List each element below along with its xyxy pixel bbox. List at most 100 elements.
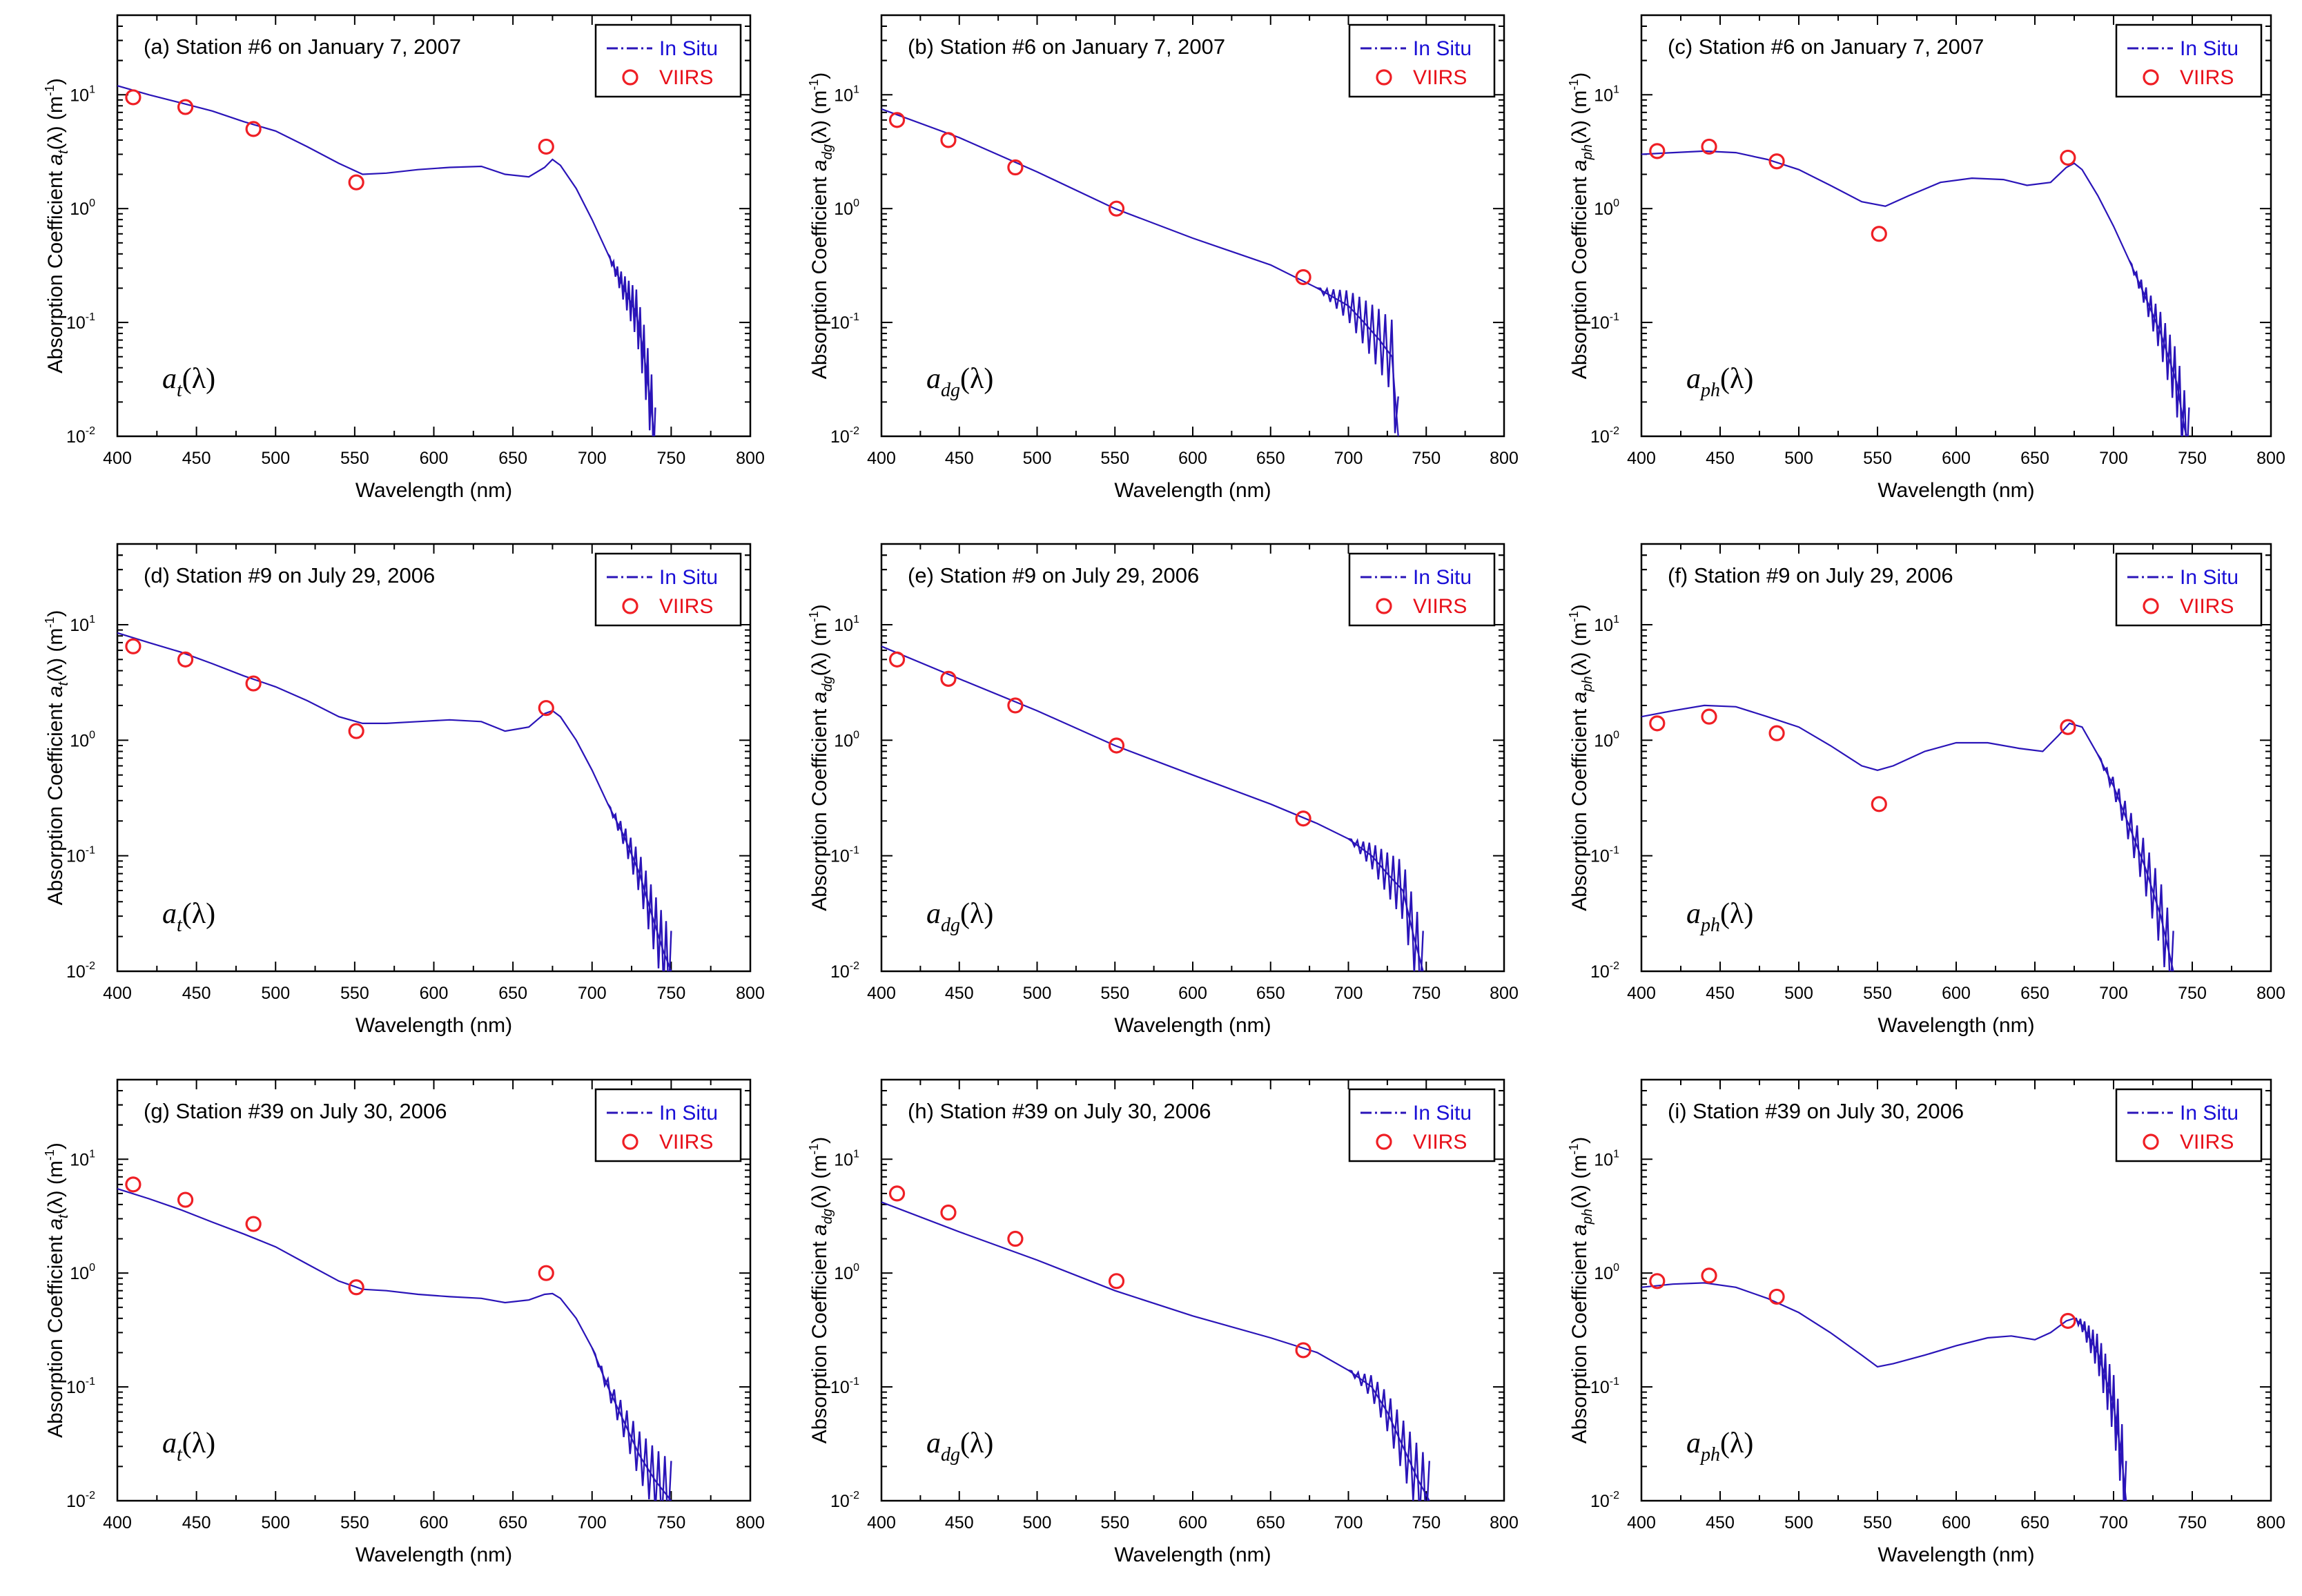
viirs-point [1701,1267,1717,1284]
x-tick-label: 650 [2020,449,2049,468]
y-tick-exponent: 1 [89,84,95,95]
chart-panel-c: 400 450 500 550 600 650 700 750 80010-210-110010… [1567,14,2285,502]
y-label-sub: t [56,149,71,154]
y-tick-exponent: -1 [1610,1376,1619,1388]
y-tick-label: 10-1 [66,1376,95,1397]
y-label-post: (λ) (m [1568,1155,1591,1209]
y-label-sub: dg [820,144,835,159]
viirs-point [940,670,957,687]
y-tick-base: 10 [66,847,86,866]
y-tick-label: 100 [1594,729,1619,750]
y-label-end: ) [808,604,831,611]
panel-label-post: (λ) [960,898,993,930]
y-tick-label: 101 [1594,84,1619,105]
legend-viirs-label: VIIRS [1413,1131,1467,1154]
panel-variable-label: adg(λ) [926,363,993,401]
panel-variable-label: at(λ) [162,898,215,936]
viirs-point [348,723,364,739]
chart-panel-e: 400 450 500 550 600 650 700 750 80010-210-110010… [807,543,1519,1037]
panel-label-post: (λ) [960,363,993,395]
x-tick-label: 750 [1412,449,1441,468]
y-tick-label: 10-1 [830,845,859,866]
legend-viirs-marker [1376,1133,1392,1150]
y-tick-label: 10-1 [830,1376,859,1397]
y-label-post: (λ) (m [808,90,831,144]
x-tick-label: 700 [578,449,607,468]
y-tick-base: 10 [1594,86,1613,105]
panel-title: (g) Station #39 on July 30, 2006 [144,1099,447,1123]
y-tick-label: 101 [70,614,95,635]
y-tick-label: 10-2 [830,1490,859,1511]
legend-viirs-label: VIIRS [659,595,713,618]
y-tick-label: 101 [70,84,95,105]
viirs-point [348,174,364,191]
legend-box [2115,1088,2263,1162]
x-tick-label: 750 [657,449,686,468]
viirs-point [125,638,142,654]
data-layer [1641,138,2190,436]
y-tick-label: 10-2 [830,960,859,982]
y-tick-base: 10 [1590,313,1610,333]
y-label-text: Absorption Coefficient [808,703,831,911]
y-tick-label: 10-2 [1590,425,1619,447]
y-tick-label: 101 [70,1148,95,1169]
legend-in-situ-label: In Situ [2180,37,2238,60]
x-tick-label: 800 [2256,1513,2285,1532]
y-label-sub: t [56,681,71,685]
y-label-text: Absorption Coefficient [1568,171,1591,379]
panel-label-post: (λ) [960,1428,993,1459]
legend-in-situ-label: In Situ [2180,566,2238,589]
y-tick-exponent: -2 [1610,425,1619,437]
y-tick-base: 10 [830,1378,850,1397]
legend-in-situ-label: In Situ [1413,37,1472,60]
y-label-var: a [44,1218,67,1230]
y-tick-base: 10 [70,1150,89,1169]
x-tick-label: 500 [1784,449,1813,468]
x-tick-label: 550 [1100,984,1129,1003]
y-axis-label: Absorption Coefficient aph(λ) (m-1) [1567,72,1595,380]
x-tick-label: 450 [945,984,974,1003]
legend-box [1348,23,1496,98]
viirs-point [888,1185,906,1202]
x-tick-label: 600 [1942,984,1971,1003]
data-layer [881,1185,1430,1501]
panel-label-post: (λ) [1720,363,1753,395]
y-tick-base: 10 [1594,1150,1613,1169]
y-label-text: Absorption Coefficient [1568,703,1591,911]
chart-panel-i: 400 450 500 550 600 650 700 750 80010-210-110010… [1567,1078,2285,1566]
in-situ-noise [2128,260,2190,436]
viirs-point [1649,1273,1666,1290]
y-axis-label: Absorption Coefficient adg(λ) (m-1) [807,72,835,380]
panel-title: (b) Station #6 on January 7, 2007 [908,35,1225,59]
y-tick-exponent: 1 [89,614,95,625]
legend-viirs-label: VIIRS [1413,595,1467,618]
y-tick-exponent: -1 [850,1376,859,1388]
in-situ-series-line [1641,704,2174,971]
y-tick-base: 10 [1594,616,1613,635]
x-tick-label: 600 [420,984,449,1003]
y-label-post: (λ) (m [44,1160,67,1214]
panel-title: (f) Station #9 on July 29, 2006 [1668,563,1953,587]
in-situ-noise [1348,838,1424,971]
y-tick-label: 101 [834,84,859,105]
y-tick-exponent: -2 [86,1490,95,1501]
viirs-point [888,112,906,128]
x-tick-label: 400 [867,984,896,1003]
y-tick-exponent: -2 [1610,1490,1619,1501]
y-tick-exponent: -1 [86,1376,95,1388]
viirs-point [538,700,554,717]
x-tick-label: 500 [1784,1513,1813,1532]
x-tick-label: 650 [498,1513,527,1532]
data-layer [117,85,656,436]
viirs-point [177,651,194,668]
legend-in-situ-label: In Situ [659,37,718,60]
in-situ-noise [607,804,672,971]
y-label-var: a [808,692,831,703]
x-tick-label: 750 [2178,984,2207,1003]
y-tick-exponent: 0 [853,197,859,209]
y-label-sup: -1 [807,611,821,622]
x-axis-label: Wavelength (nm) [1877,1544,2034,1566]
x-tick-label: 700 [578,984,607,1003]
legend-viirs-label: VIIRS [2180,66,2234,89]
